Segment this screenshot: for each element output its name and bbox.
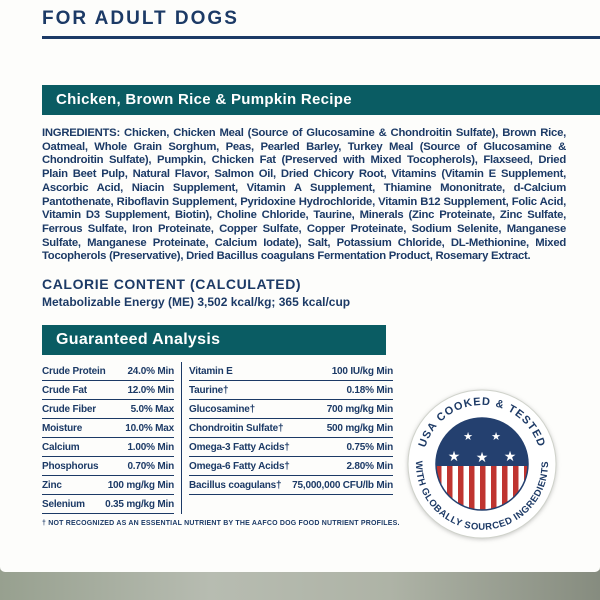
- nutrient-name: Calcium: [42, 441, 80, 453]
- table-row: Chondroitin Sulfate† 500 mg/kg Min: [189, 419, 394, 439]
- nutrient-name: Omega-6 Fatty Acids†: [189, 460, 290, 472]
- star-icon: ★: [504, 449, 517, 465]
- star-icon: ★: [463, 430, 473, 443]
- nutrient-name: Zinc: [42, 479, 62, 491]
- table-row: Vitamin E 100 IU/kg Min: [189, 362, 394, 382]
- nutrient-name: Omega-3 Fatty Acids†: [189, 441, 290, 453]
- nutrient-amount: 100 mg/kg Min: [107, 479, 175, 491]
- nutrient-amount: 24.0% Min: [127, 365, 174, 377]
- table-row: Omega-6 Fatty Acids† 2.80% Min: [189, 457, 393, 477]
- label-panel: FOR ADULT DOGS Chicken, Brown Rice & Pum…: [0, 0, 600, 572]
- table-row: Crude Fiber 5.0% Max: [42, 400, 175, 420]
- nutrient-amount: 100 IU/kg Min: [331, 365, 394, 377]
- nutrient-amount: 5.0% Max: [130, 403, 175, 415]
- nutrient-amount: 12.0% Min: [127, 384, 174, 396]
- nutrient-name: Taurine†: [189, 384, 229, 396]
- background-strip: [0, 570, 600, 600]
- nutrient-amount: 0.18% Min: [346, 384, 393, 396]
- table-row: Bacillus coagulans† 75,000,000 CFU/lb Min: [189, 476, 393, 496]
- ingredients-label: INGREDIENTS:: [42, 127, 120, 139]
- table-row: Glucosamine† 700 mg/kg Min: [189, 400, 394, 420]
- nutrient-amount: 0.35 mg/kg Min: [105, 498, 174, 510]
- nutrient-name: Crude Fiber: [42, 403, 96, 415]
- nutrient-amount: 700 mg/kg Min: [326, 403, 394, 415]
- nutrient-amount: 1.00% Min: [127, 441, 174, 453]
- guaranteed-analysis-table: Crude Protein 24.0% Min Crude Fat 12.0% Mi…: [42, 362, 566, 515]
- flag-border-ring: [435, 417, 529, 511]
- table-row: Phosphorus 0.70% Min: [42, 457, 174, 477]
- badge-seal: ★ ★ ★ ★ ★ USA COOKED & TESTED WITH GLOBA…: [407, 389, 557, 539]
- nutrient-name: Selenium: [42, 498, 85, 510]
- star-icon: ★: [448, 449, 461, 465]
- nutrient-name: Bacillus coagulans†: [189, 479, 282, 491]
- nutrient-name: Chondroitin Sulfate†: [189, 422, 284, 434]
- usa-cooked-tested-badge: ★ ★ ★ ★ ★ USA COOKED & TESTED WITH GLOBA…: [406, 388, 558, 540]
- nutrient-amount: 10.0% Max: [125, 422, 174, 434]
- table-row: Moisture 10.0% Max: [42, 419, 174, 439]
- calorie-value: Metabolizable Energy (ME) 3,502 kcal/kg;…: [42, 295, 351, 310]
- guaranteed-analysis-banner: Guaranteed Analysis: [42, 325, 386, 356]
- page-title: FOR ADULT DOGS: [42, 8, 239, 29]
- column-divider: [181, 362, 182, 515]
- nutrient-amount: 75,000,000 CFU/lb Min: [292, 479, 393, 491]
- ingredients-text: Chicken, Chicken Meal (Source of Glucosa…: [42, 127, 566, 263]
- nutrient-name: Crude Protein: [42, 365, 106, 377]
- nutrient-name: Phosphorus: [42, 460, 99, 472]
- table-row: Crude Protein 24.0% Min: [42, 362, 174, 382]
- table-row: Selenium 0.35 mg/kg Min: [42, 495, 174, 515]
- nutrient-amount: 2.80% Min: [346, 460, 393, 472]
- nutrient-amount: 0.75% Min: [346, 441, 393, 453]
- analysis-left-column: Crude Protein 24.0% Min Crude Fat 12.0% Mi…: [42, 362, 175, 515]
- header-divider: [42, 36, 600, 39]
- nutrient-amount: 500 mg/kg Min: [326, 422, 394, 434]
- table-row: Taurine† 0.18% Min: [189, 381, 393, 401]
- nutrient-name: Vitamin E: [189, 365, 233, 377]
- aafco-footnote: † NOT RECOGNIZED AS AN ESSENTIAL NUTRIEN…: [42, 520, 400, 528]
- analysis-right-column: Vitamin E 100 IU/kg Min Taurine† 0.18% Min…: [189, 362, 393, 514]
- nutrient-name: Moisture: [42, 422, 83, 434]
- nutrient-amount: 0.70% Min: [127, 460, 174, 472]
- star-icon: ★: [491, 430, 501, 443]
- table-row: Zinc 100 mg/kg Min: [42, 476, 175, 496]
- calorie-heading: CALORIE CONTENT (CALCULATED): [42, 276, 302, 293]
- star-icon: ★: [476, 450, 489, 466]
- ingredients-paragraph: INGREDIENTS: Chicken, Chicken Meal (Sour…: [42, 127, 566, 264]
- table-row: Crude Fat 12.0% Min: [42, 381, 174, 401]
- nutrient-name: Glucosamine†: [189, 403, 255, 415]
- table-row: Calcium 1.00% Min: [42, 438, 174, 458]
- nutrient-name: Crude Fat: [42, 384, 87, 396]
- recipe-banner: Chicken, Brown Rice & Pumpkin Recipe: [42, 85, 600, 115]
- table-row: Omega-3 Fatty Acids† 0.75% Min: [189, 438, 393, 458]
